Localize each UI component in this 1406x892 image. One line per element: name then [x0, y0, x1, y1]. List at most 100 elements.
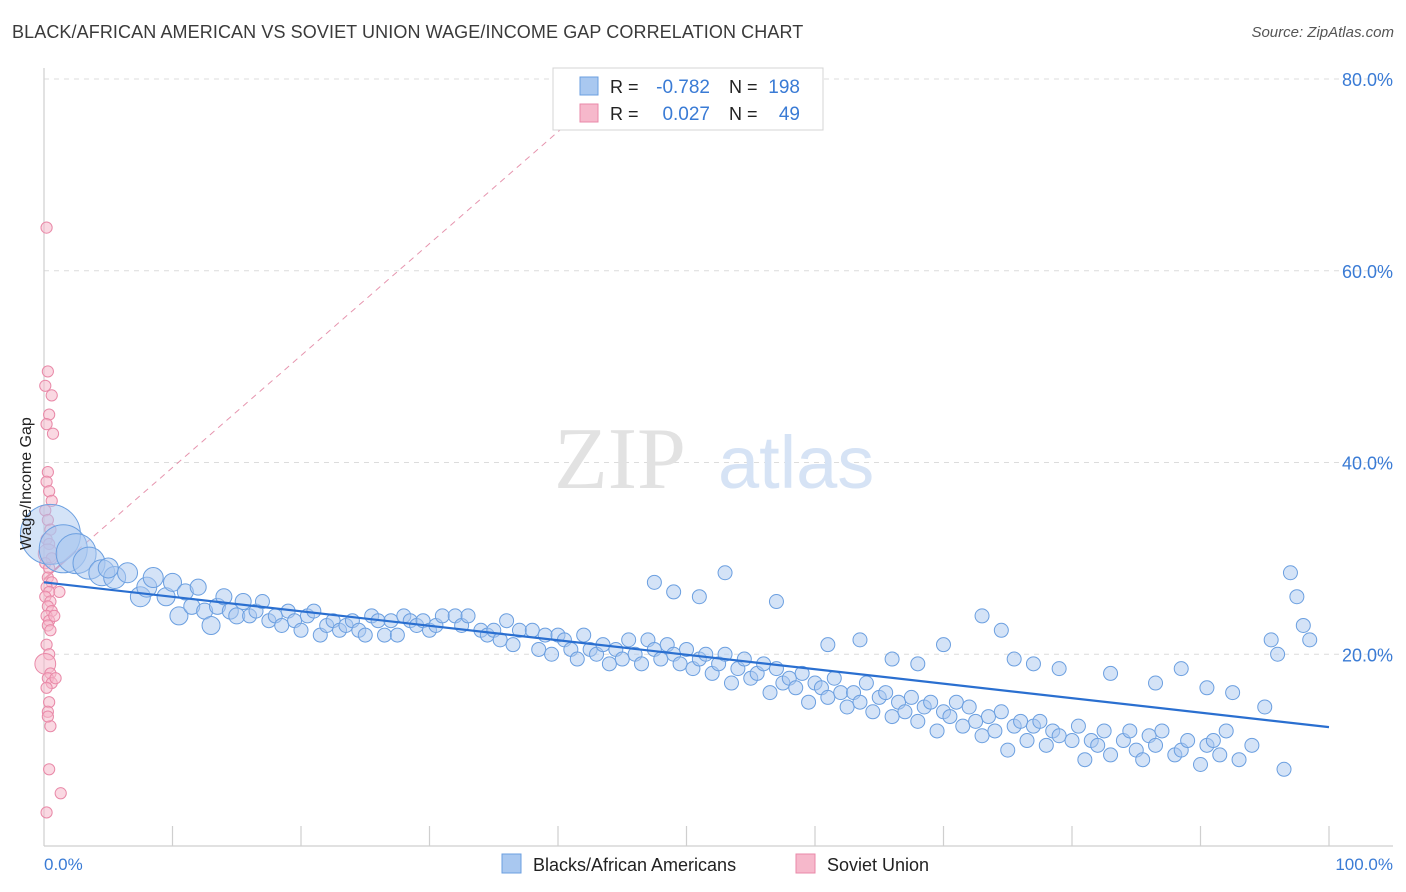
black-african-american-point-6	[117, 562, 139, 584]
black-african-american-point-145	[1038, 737, 1054, 753]
black-african-american-point-189	[936, 637, 951, 653]
black-african-american-point-96	[723, 675, 739, 691]
black-african-american-point-121	[884, 709, 900, 725]
soviet-union-point-5	[40, 418, 53, 431]
y-tick-label-60: 60.0%	[1342, 262, 1393, 282]
black-african-american-trend-line	[43, 581, 1330, 729]
black-african-american-point-136	[980, 709, 996, 725]
black-african-american-point-16	[189, 578, 207, 596]
legend-swatch-soviet	[795, 853, 816, 874]
black-african-american-point-176	[1289, 589, 1305, 605]
black-african-american-point-125	[910, 713, 926, 729]
legend-label-soviet: Soviet Union	[827, 855, 929, 875]
black-african-american-point-150	[1077, 752, 1093, 768]
black-african-american-point-154	[1103, 747, 1119, 763]
black-african-american-point-57	[460, 608, 476, 624]
black-african-american-point-107	[794, 665, 810, 681]
black-african-american-point-77	[601, 656, 617, 672]
x-axis-ticks	[171, 826, 1330, 846]
black-african-american-point-185	[820, 637, 836, 653]
y-axis-title-wrap: Wage/Income Gap	[18, 417, 38, 740]
black-african-american-point-73	[576, 627, 592, 643]
x-tick-label-max: 100.0%	[1335, 855, 1393, 874]
grid-lines	[44, 78, 1393, 655]
black-african-american-point-63	[505, 637, 521, 653]
black-african-american-point-169	[1218, 723, 1234, 739]
black-african-american-point-197	[1173, 661, 1189, 677]
soviet-union-point-43	[48, 609, 61, 623]
black-african-american-point-168	[1212, 747, 1228, 763]
y-tick-label-40: 40.0%	[1342, 454, 1393, 474]
black-african-american-point-193	[1025, 656, 1041, 672]
black-african-american-point-85	[653, 651, 669, 667]
black-african-american-point-62	[499, 613, 515, 629]
black-african-american-point-178	[1302, 632, 1318, 648]
soviet-union-point-6	[46, 427, 60, 440]
black-african-american-point-54	[434, 608, 450, 624]
black-african-american-point-7	[97, 557, 119, 579]
black-african-american-point-171	[1244, 737, 1260, 753]
black-african-american-point-123	[897, 704, 913, 720]
black-african-american-point-72	[569, 651, 585, 667]
black-african-american-point-141	[1013, 713, 1029, 729]
black-african-american-point-120	[878, 685, 894, 701]
black-african-american-point-19	[215, 588, 233, 606]
stats-n-label-1: N =	[729, 77, 758, 97]
stats-r-label-1: R =	[610, 77, 639, 97]
black-african-american-point-135	[974, 728, 990, 744]
black-african-american-point-66	[531, 641, 547, 657]
soviet-union-point-42	[53, 585, 66, 599]
black-african-american-point-149	[1070, 718, 1086, 734]
black-african-american-point-158	[1135, 752, 1151, 768]
black-african-american-point-134	[968, 713, 984, 729]
black-african-american-point-138	[993, 704, 1009, 720]
black-african-american-point-112	[826, 670, 842, 686]
black-african-american-point-131	[948, 694, 964, 710]
black-african-american-point-164	[1180, 733, 1196, 749]
soviet-union-point-46	[43, 763, 56, 776]
black-african-american-point-65	[524, 622, 540, 638]
black-african-american-point-68	[544, 646, 560, 662]
legend: Blacks/African Americans Soviet Union	[501, 853, 929, 875]
stats-box: R = -0.782 N = 198 R = 0.027 N = 49	[552, 67, 824, 131]
black-african-american-point-128	[929, 723, 945, 739]
black-african-american-point-183	[717, 565, 733, 581]
black-african-american-point-198	[1199, 680, 1215, 696]
black-african-american-point-182	[691, 589, 707, 605]
chart-title: BLACK/AFRICAN AMERICAN VS SOVIET UNION W…	[12, 22, 804, 42]
black-african-american-point-132	[955, 718, 971, 734]
black-african-american-point-184	[768, 594, 784, 610]
black-african-american-points	[19, 503, 1318, 777]
black-african-american-point-196	[1148, 675, 1164, 691]
black-african-american-point-179	[1276, 761, 1292, 777]
black-african-american-point-156	[1122, 723, 1138, 739]
black-african-american-point-118	[865, 704, 881, 720]
black-african-american-point-144	[1032, 713, 1048, 729]
soviet-union-point-1	[41, 365, 54, 378]
black-african-american-point-133	[961, 699, 977, 715]
black-african-american-point-137	[987, 723, 1003, 739]
black-african-american-point-20	[201, 615, 221, 635]
black-african-american-point-89	[679, 641, 694, 657]
black-african-american-point-111	[820, 689, 836, 705]
source-credit: Source: ZipAtlas.com	[1251, 24, 1394, 41]
watermark-zip: ZIP	[554, 411, 686, 508]
black-african-american-trend	[43, 581, 1330, 729]
black-african-american-point-161	[1154, 723, 1170, 739]
black-african-american-point-13	[169, 606, 189, 626]
soviet-union-point-31	[44, 624, 57, 637]
watermark-atlas: atlas	[718, 421, 874, 504]
black-african-american-point-47	[389, 627, 405, 643]
black-african-american-point-187	[884, 651, 900, 667]
stats-n-value-2: 49	[779, 104, 800, 125]
black-african-american-point-174	[1270, 646, 1286, 662]
black-african-american-point-177	[1295, 617, 1311, 633]
black-african-american-point-147	[1051, 728, 1067, 744]
black-african-american-point-139	[1000, 742, 1016, 758]
black-african-american-point-180	[646, 574, 662, 590]
black-african-american-point-117	[858, 675, 874, 691]
soviet-union-point-45	[41, 710, 54, 723]
legend-swatch-blacks	[501, 853, 522, 874]
black-african-american-point-170	[1231, 752, 1247, 768]
soviet-union-trend-extension	[43, 97, 597, 580]
